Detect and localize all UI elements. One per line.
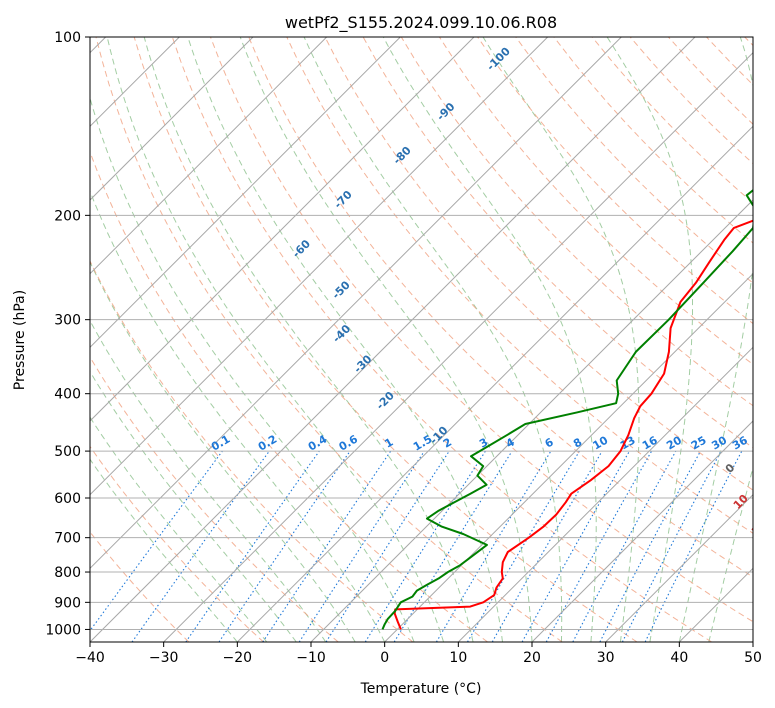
plot-frame — [89, 36, 754, 643]
moist-adiabat-line — [90, 370, 297, 642]
mixing-ratio-line — [545, 450, 653, 642]
y-tick-label: 600 — [54, 491, 81, 507]
x-tick-label: 20 — [523, 650, 541, 666]
dry-adiabat-line — [286, 37, 753, 534]
moist-adiabat-line — [106, 37, 445, 642]
dry-adiabat-line — [90, 445, 264, 642]
dry-adiabat-line — [90, 259, 414, 642]
mixing-ratio-line — [262, 450, 392, 642]
moist-adiabat-lines — [90, 37, 753, 642]
mixing-ratio-line — [325, 450, 450, 642]
y-tick-label: 700 — [54, 531, 81, 547]
x-tick-label: −40 — [75, 650, 105, 666]
dry-adiabat-line — [133, 37, 638, 642]
moist-adiabat-line — [678, 37, 753, 642]
y-tick-label: 800 — [54, 565, 81, 581]
moist-adiabat-line — [239, 37, 533, 642]
isotherm-line — [90, 37, 475, 422]
y-tick-label: 100 — [54, 30, 81, 46]
dry-adiabat-line — [515, 37, 753, 284]
moist-adiabat-line — [90, 260, 356, 642]
dry-adiabat-line — [171, 37, 712, 642]
isotherm-line — [90, 37, 622, 570]
x-tick-label: 0 — [380, 650, 389, 666]
isotherm-line — [605, 493, 753, 642]
isotherm-line — [457, 346, 753, 642]
dry-adiabat-label: 20 — [749, 517, 769, 537]
dry-adiabat-lines — [90, 37, 753, 642]
x-axis-ticks: −40 −30 −20 −10 0 10 20 30 40 50 — [75, 642, 762, 666]
isotherm-lines — [90, 37, 753, 642]
isotherm-line — [90, 37, 696, 642]
mixing-ratio-line — [644, 450, 743, 642]
mixing-ratio-line — [298, 450, 425, 642]
isotherm-line — [163, 51, 753, 642]
moist-adiabat-line — [382, 37, 597, 642]
chart-title: wetPf2_S155.2024.099.10.06.R08 — [285, 13, 557, 33]
moist-adiabat-line — [90, 189, 386, 642]
temperature-profile-line — [393, 219, 753, 630]
dry-adiabat-line — [90, 356, 339, 642]
moist-adiabat-line — [90, 416, 268, 642]
x-tick-label: 10 — [449, 650, 467, 666]
y-axis-label: Pressure (hPa) — [12, 290, 28, 390]
mixing-ratio-line — [90, 450, 223, 632]
y-tick-label: 200 — [54, 208, 81, 224]
mixing-ratio-line — [131, 450, 270, 642]
isotherm-line — [236, 125, 753, 642]
isotherm-line — [384, 272, 753, 642]
profile-series — [381, 188, 753, 630]
x-axis-label: Temperature (°C) — [360, 681, 482, 697]
moist-adiabat-line — [90, 319, 327, 642]
x-tick-label: −30 — [149, 650, 179, 666]
isotherm-line — [90, 37, 254, 201]
mixing-ratio-line — [521, 450, 630, 642]
y-axis-ticks: 100 200 300 400 500 600 700 800 900 1000 — [45, 30, 90, 638]
isobar-gridlines — [90, 214, 753, 630]
x-tick-label: −20 — [223, 650, 253, 666]
moist-adiabat-line — [482, 37, 640, 642]
y-tick-label: 900 — [54, 595, 81, 611]
isotherm-line — [310, 199, 753, 642]
mixing-ratio-line — [218, 450, 351, 642]
moist-adiabat-line — [708, 465, 753, 642]
mixing-ratio-line — [572, 450, 677, 642]
y-tick-label: 1000 — [45, 622, 81, 638]
y-tick-label: 300 — [54, 313, 81, 329]
moist-adiabat-line — [143, 37, 474, 642]
y-tick-label: 500 — [54, 444, 81, 460]
mixing-ratio-line — [185, 450, 320, 642]
isotherm-line — [90, 37, 328, 275]
isotherm-line — [90, 37, 401, 349]
mixing-ratio-lines — [90, 450, 743, 642]
x-tick-label: −10 — [296, 650, 326, 666]
isotherm-line — [90, 37, 549, 496]
y-tick-label: 400 — [54, 387, 81, 403]
dewpoint-profile-line — [381, 188, 753, 630]
isotherm-line — [531, 420, 753, 642]
moist-adiabat-line — [303, 37, 563, 642]
x-tick-label: 40 — [670, 650, 688, 666]
dry-adiabat-line — [210, 37, 753, 623]
dry-adiabat-line — [248, 37, 753, 578]
moist-adiabat-line — [187, 37, 503, 642]
mixing-ratio-line — [393, 450, 513, 642]
x-tick-label: 50 — [744, 650, 762, 666]
dry-adiabat-line — [324, 37, 753, 491]
x-tick-label: 30 — [597, 650, 615, 666]
moist-adiabat-line — [606, 37, 693, 642]
moist-adiabat-line — [90, 458, 238, 642]
dry-adiabat-line — [95, 37, 563, 642]
